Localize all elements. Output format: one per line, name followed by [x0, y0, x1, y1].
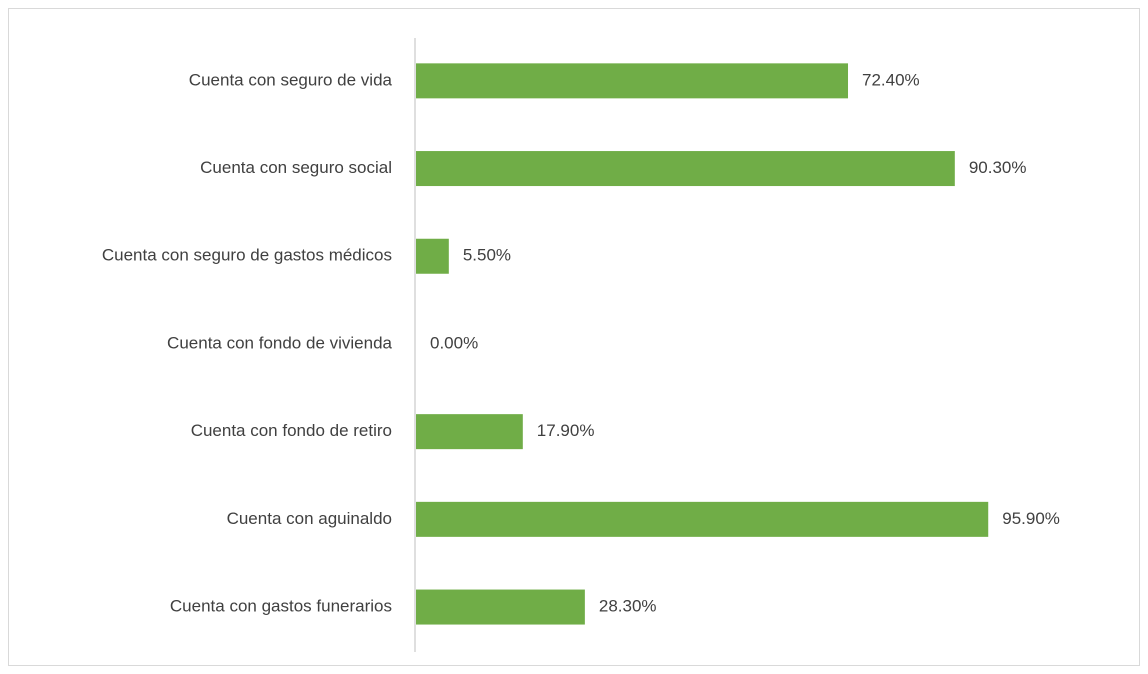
- bar: [416, 589, 585, 625]
- bar: [416, 238, 449, 274]
- category-label: Cuenta con seguro social: [200, 158, 392, 177]
- value-label: 5.50%: [463, 246, 511, 265]
- category-label: Cuenta con fondo de vivienda: [167, 333, 392, 352]
- bar: [416, 151, 955, 187]
- value-label: 17.90%: [537, 421, 595, 440]
- value-label: 72.40%: [862, 70, 920, 89]
- value-label: 95.90%: [1002, 509, 1060, 528]
- category-label: Cuenta con seguro de vida: [189, 70, 393, 89]
- bar: [416, 63, 849, 99]
- value-label: 28.30%: [599, 597, 657, 616]
- bar: [416, 414, 523, 450]
- value-label: 0.00%: [430, 333, 478, 352]
- category-label: Cuenta con gastos funerarios: [170, 597, 392, 616]
- bar: [416, 501, 989, 537]
- chart-border: [8, 8, 1140, 666]
- category-label: Cuenta con aguinaldo: [227, 509, 392, 528]
- value-label: 90.30%: [969, 158, 1027, 177]
- category-label: Cuenta con seguro de gastos médicos: [102, 246, 392, 265]
- category-label: Cuenta con fondo de retiro: [191, 421, 392, 440]
